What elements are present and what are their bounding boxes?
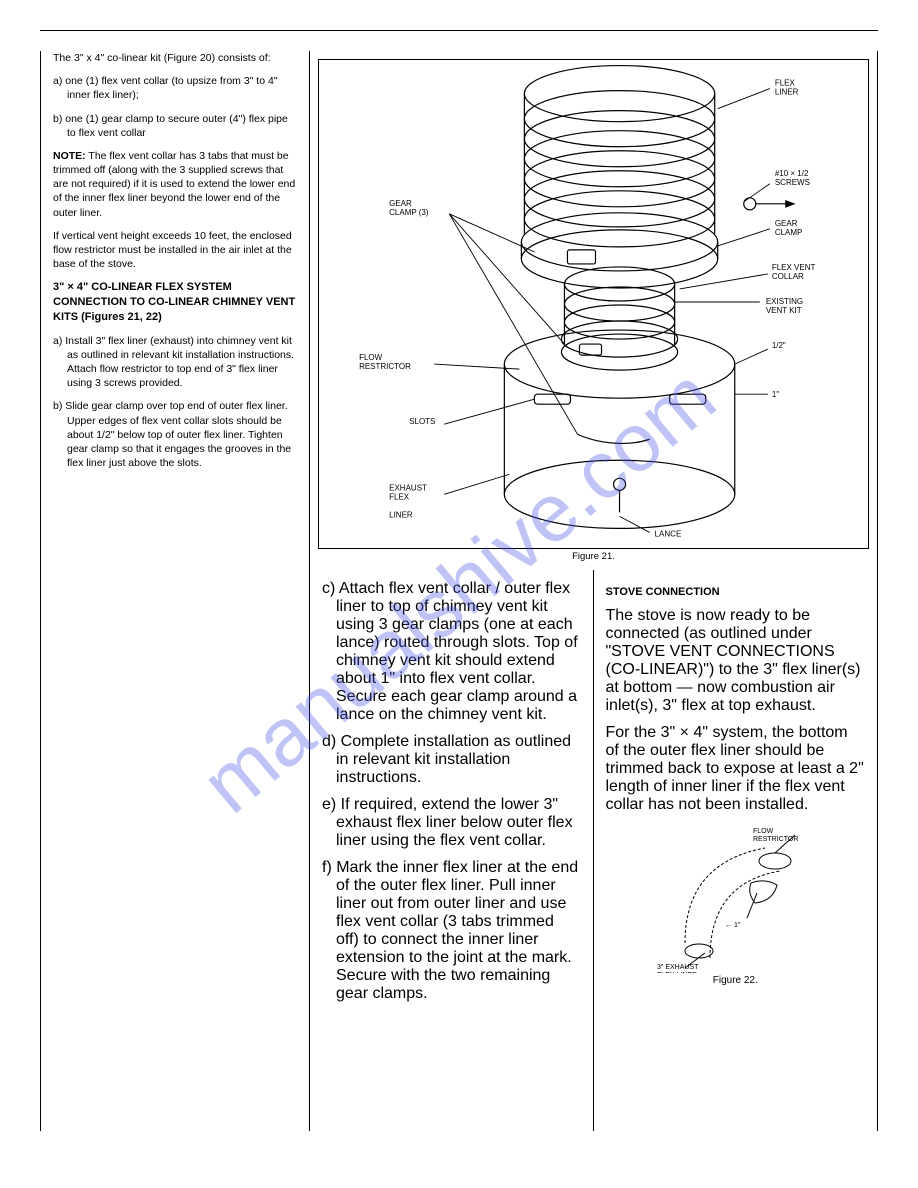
- svg-text:1": 1": [772, 390, 779, 399]
- column-1: The 3" x 4" co-linear kit (Figure 20) co…: [40, 51, 310, 1131]
- col1-item-a: a) one (1) flex vent collar (to upsize f…: [53, 74, 297, 102]
- svg-text:SLOTS: SLOTS: [409, 417, 435, 426]
- col2-pf-body: Secure with the two remaining gear clamp…: [322, 967, 581, 1003]
- col2-pe: e) If required, extend the lower 3" exha…: [322, 796, 581, 850]
- svg-text:FLOWRESTRICTOR: FLOWRESTRICTOR: [359, 353, 411, 371]
- col3-p1: The stove is now ready to be connected (…: [606, 607, 866, 715]
- svg-text:← 1": ← 1": [725, 922, 741, 929]
- col2-pf-lead: f) Mark the inner flex liner at the end …: [322, 859, 581, 967]
- svg-text:FLOWRESTRICTOR: FLOWRESTRICTOR: [753, 828, 798, 843]
- col2-pc: c) Attach flex vent collar / outer flex …: [322, 580, 581, 724]
- col1-pb: b) Slide gear clamp over top end of oute…: [53, 399, 297, 470]
- svg-text:1/2": 1/2": [772, 341, 786, 350]
- col3-h: STOVE CONNECTION: [606, 586, 866, 598]
- lbl-flex: FLEX: [775, 79, 796, 88]
- col2-pf: f) Mark the inner flex liner at the end …: [322, 859, 581, 1003]
- col1-intro: The 3" x 4" co-linear kit (Figure 20) co…: [53, 51, 297, 65]
- col1-h-3x4: 3" × 4" CO-LINEAR FLEX SYSTEM CONNECTION…: [53, 280, 297, 325]
- column-2: c) Attach flex vent collar / outer flex …: [310, 570, 594, 1131]
- svg-text:3" EXHAUSTFLEX LINER: 3" EXHAUSTFLEX LINER: [657, 964, 699, 973]
- figure22-caption: Figure 22.: [606, 975, 866, 986]
- note-heading: NOTE:: [53, 150, 86, 162]
- col1-item-b: b) one (1) gear clamp to secure outer (4…: [53, 112, 297, 140]
- svg-text:GEARCLAMP (3): GEARCLAMP (3): [389, 199, 429, 217]
- figure21-caption: Figure 21.: [318, 551, 869, 562]
- column-3: STOVE CONNECTION The stove is now ready …: [594, 570, 878, 1131]
- svg-text:FLEX VENTCOLLAR: FLEX VENTCOLLAR: [772, 263, 816, 281]
- figure21-svg: FLEXLINER GEARCLAMP #10 × 1/2SCREWS FLEX…: [319, 60, 868, 548]
- col2-pd: d) Complete installation as outlined in …: [322, 733, 581, 787]
- svg-text:#10 × 1/2SCREWS: #10 × 1/2SCREWS: [775, 169, 810, 187]
- col1-note: NOTE: The flex vent collar has 3 tabs th…: [53, 149, 297, 220]
- figure22: FLOWRESTRICTOR ← 1" 3" EXHAUSTFLEX LINER: [655, 823, 815, 973]
- svg-text:EXHAUSTFLEXLINER: EXHAUSTFLEXLINER: [389, 483, 427, 519]
- svg-text:LANCE: LANCE: [655, 529, 682, 538]
- page-columns: manualshive.com The 3" x 4" co-linear ki…: [40, 51, 878, 1131]
- right-wrap: FLEXLINER GEARCLAMP #10 × 1/2SCREWS FLEX…: [310, 51, 878, 1131]
- lower-two-cols: c) Attach flex vent collar / outer flex …: [310, 570, 877, 1131]
- top-rule: [40, 30, 878, 31]
- col1-pa: a) Install 3" flex liner (exhaust) into …: [53, 334, 297, 391]
- col1-pb-lead: b) Slide gear clamp over top end of oute…: [53, 399, 297, 413]
- svg-text:GEARCLAMP: GEARCLAMP: [775, 219, 803, 237]
- col3-p2: For the 3" × 4" system, the bottom of th…: [606, 724, 866, 814]
- col1-pb-body: Upper edges of flex vent collar slots sh…: [53, 414, 297, 471]
- note-body: The flex vent collar has 3 tabs that mus…: [53, 150, 295, 219]
- col1-flow: If vertical vent height exceeds 10 feet,…: [53, 229, 297, 272]
- svg-text:FLEXLINER: FLEXLINER: [775, 79, 799, 97]
- svg-text:EXISTINGVENT KIT: EXISTINGVENT KIT: [766, 297, 803, 315]
- figure21-box: FLEXLINER GEARCLAMP #10 × 1/2SCREWS FLEX…: [318, 59, 869, 549]
- figure22-svg: FLOWRESTRICTOR ← 1" 3" EXHAUSTFLEX LINER: [655, 823, 815, 973]
- figure21-wrap: FLEXLINER GEARCLAMP #10 × 1/2SCREWS FLEX…: [310, 51, 877, 570]
